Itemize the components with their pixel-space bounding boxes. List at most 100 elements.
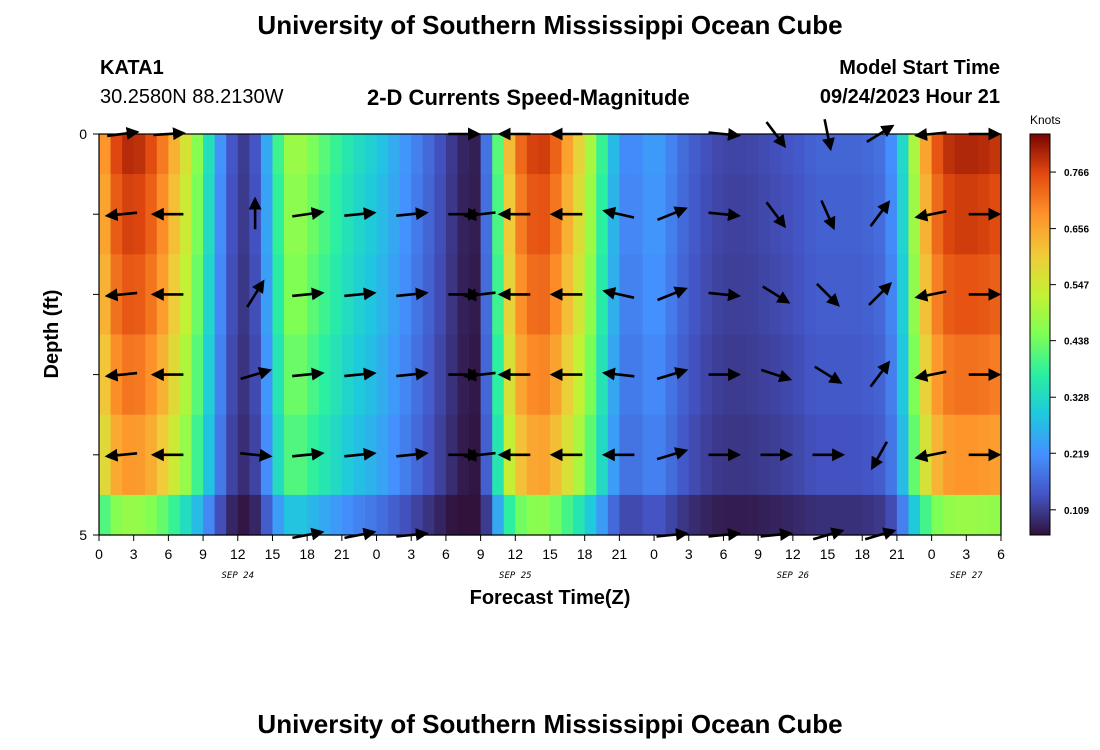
heatmap-cell — [179, 254, 193, 336]
heatmap-cell — [526, 134, 540, 175]
heatmap-cell — [260, 334, 274, 416]
heatmap-cell — [214, 134, 227, 175]
heatmap-cell — [318, 494, 331, 536]
heatmap-cell — [133, 414, 146, 496]
station-coords: 30.2580N 88.2130W — [100, 86, 284, 108]
x-tick-label: 9 — [199, 546, 207, 562]
heatmap-cell — [480, 134, 493, 175]
heatmap-cell — [735, 414, 748, 496]
heatmap-cell — [538, 414, 551, 496]
model-start-value: 09/24/2023 Hour 21 — [819, 86, 1000, 108]
heatmap-cell — [804, 494, 817, 536]
current-vector — [104, 288, 138, 302]
heatmap-cell — [445, 494, 459, 536]
current-vector — [765, 201, 787, 229]
heatmap-cell — [850, 494, 863, 536]
heatmap-cell — [896, 174, 910, 255]
x-tick-label: 6 — [720, 546, 728, 562]
model-start-label: Model Start Time — [839, 57, 1000, 79]
heatmap-cell — [318, 414, 331, 496]
heatmap-cell — [584, 334, 597, 416]
heatmap-cell — [769, 494, 782, 536]
heatmap-cell — [596, 134, 609, 175]
heatmap-cell — [700, 414, 713, 496]
heatmap-cell — [457, 494, 470, 536]
current-vector — [463, 448, 496, 462]
current-vector — [396, 287, 429, 301]
current-vector — [601, 367, 635, 381]
heatmap-cell — [630, 174, 644, 255]
heatmap-cell — [781, 254, 794, 336]
heatmap-cell — [746, 134, 759, 175]
x-tick-label: 3 — [130, 546, 138, 562]
heatmap-cell — [376, 414, 389, 496]
heatmap-cell — [735, 174, 748, 255]
current-vector — [292, 447, 325, 461]
heatmap-cell — [700, 254, 713, 336]
heatmap-cell — [99, 134, 112, 175]
heatmap-cell — [226, 494, 239, 536]
heatmap-cell — [237, 134, 250, 175]
heatmap-cell — [746, 494, 759, 536]
heatmap-cell — [966, 134, 979, 175]
heatmap-cell — [642, 414, 655, 496]
heatmap-cell — [330, 254, 343, 336]
footer-title: University of Southern Mississippi Ocean… — [257, 709, 843, 739]
heatmap-cell — [827, 174, 840, 255]
heatmap-cell — [885, 254, 898, 336]
heatmap-cell — [850, 134, 863, 175]
current-vector — [914, 369, 947, 382]
current-vector — [760, 368, 793, 383]
heatmap-cell — [896, 414, 910, 496]
heatmap-cell — [260, 494, 274, 536]
heatmap-cell — [422, 334, 435, 416]
heatmap-cell — [284, 254, 297, 336]
heatmap-cell — [630, 414, 644, 496]
heatmap-cell — [237, 494, 250, 536]
current-vector — [240, 448, 273, 462]
heatmap-cell — [122, 134, 135, 175]
heatmap-cell — [284, 174, 297, 255]
heatmap-cell — [388, 494, 401, 536]
colorbar-tick-label: 0.109 — [1064, 506, 1089, 517]
current-vector — [104, 448, 138, 462]
heatmap-cell — [318, 254, 331, 336]
x-tick-label: 12 — [508, 546, 524, 562]
heatmap-cell — [272, 254, 285, 336]
heatmap-cell — [839, 134, 852, 175]
x-tick-label: 9 — [754, 546, 762, 562]
heatmap-cell — [954, 414, 967, 496]
heatmap-cell — [434, 494, 447, 536]
heatmap-cell — [954, 494, 967, 536]
heatmap-cell — [931, 414, 944, 496]
heatmap-cell — [203, 134, 216, 175]
current-vector — [104, 208, 138, 222]
heatmap-cell — [908, 494, 921, 536]
heatmap-cell — [642, 134, 655, 175]
heatmap-cell — [295, 494, 308, 536]
heatmap-cell — [191, 254, 204, 336]
x-tick-label: 15 — [820, 546, 836, 562]
heatmap-cell — [943, 414, 956, 496]
heatmap-cell — [203, 174, 216, 255]
heatmap-cell — [237, 174, 250, 255]
heatmap-cell — [364, 134, 378, 175]
heatmap-cell — [758, 134, 771, 175]
heatmap-cell — [954, 134, 967, 175]
heatmap-cell — [989, 134, 1002, 175]
heatmap-cell — [839, 334, 852, 416]
heatmap-cell — [203, 254, 216, 336]
heatmap-cell — [237, 254, 250, 336]
heatmap-cell — [850, 414, 863, 496]
heatmap-cell — [156, 134, 169, 175]
x-tick-label: 21 — [334, 546, 350, 562]
heatmap-cell — [654, 414, 667, 496]
heatmap-cell — [804, 134, 817, 175]
heatmap-cell — [596, 174, 609, 255]
heatmap-cell — [746, 254, 759, 336]
x-tick-label: 0 — [650, 546, 658, 562]
current-vector — [914, 208, 947, 222]
heatmap-cell — [688, 494, 701, 536]
heatmap-cell — [330, 174, 343, 255]
heatmap-cell — [110, 134, 123, 175]
